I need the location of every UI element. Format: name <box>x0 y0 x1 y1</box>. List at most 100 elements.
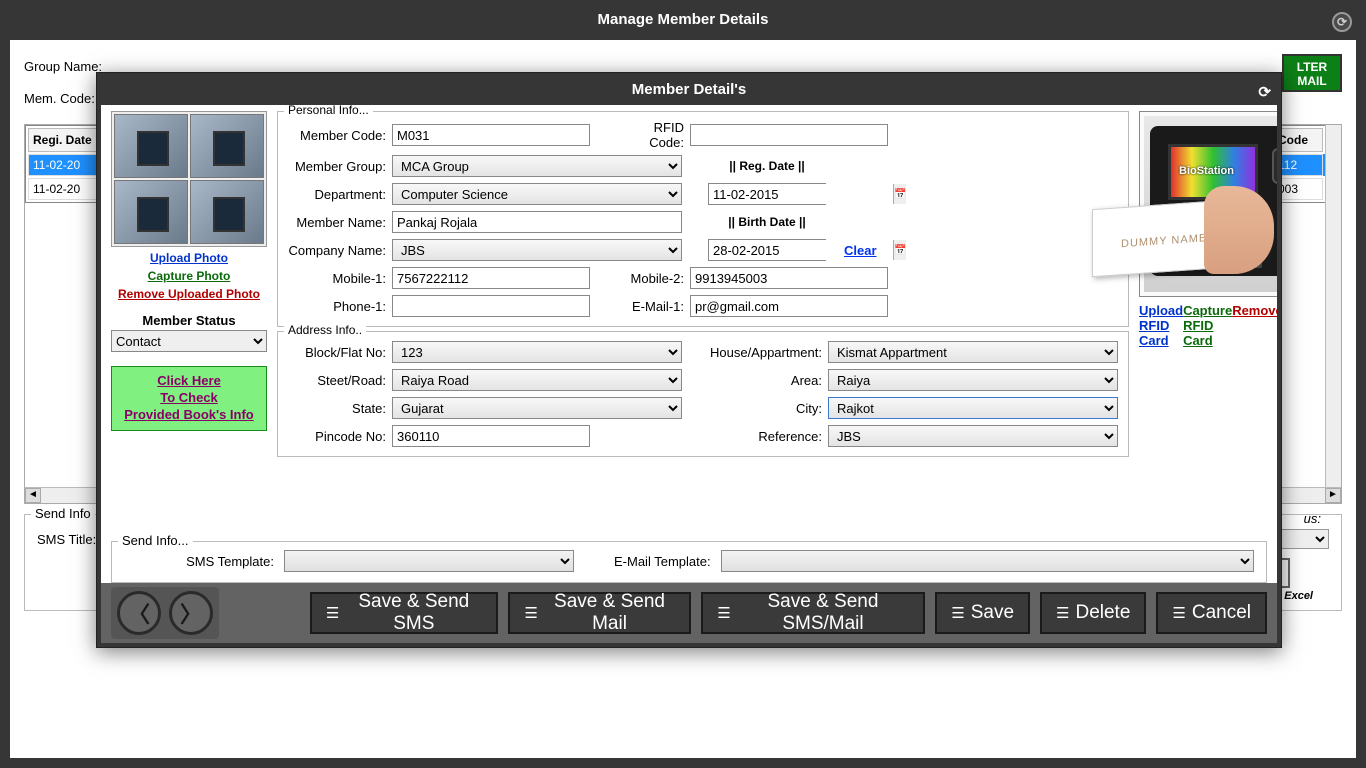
calendar-icon[interactable]: 📅 <box>893 184 906 204</box>
phone1-input[interactable] <box>392 295 590 317</box>
pincode-label: Pincode No: <box>288 429 386 444</box>
rfid-code-label: RFID Code: <box>616 120 684 150</box>
email-template-select[interactable] <box>721 550 1254 572</box>
member-group-select[interactable]: MCA Group <box>392 155 682 177</box>
scroll-right-icon[interactable]: ► <box>1325 488 1341 503</box>
clear-link[interactable]: Clear <box>844 243 877 258</box>
mobile1-input[interactable] <box>392 267 590 289</box>
photo-thumb[interactable] <box>114 180 188 244</box>
reference-select[interactable]: JBS <box>828 425 1118 447</box>
sms-template-label: SMS Template: <box>124 554 274 569</box>
list-icon: ☰ <box>326 604 339 622</box>
photo-thumbnails <box>111 111 267 247</box>
modal-title: Member Detail's <box>632 81 746 98</box>
filter-mail-button[interactable]: LTER MAIL <box>1282 54 1342 92</box>
list-icon: ☰ <box>717 604 730 622</box>
email1-input[interactable] <box>690 295 888 317</box>
list-icon: ☰ <box>1056 604 1069 622</box>
prev-record-button[interactable]: 〈 <box>117 591 161 635</box>
member-name-input[interactable] <box>392 211 682 233</box>
save-send-sms-button[interactable]: ☰Save & Send SMS <box>310 592 499 634</box>
state-label: State: <box>288 401 386 416</box>
member-detail-dialog: Member Detail's ⟳ Upload Photo Captu <box>96 72 1282 648</box>
email-template-label-modal: E-Mail Template: <box>614 554 711 569</box>
main-title-bar: Manage Member Details ⟳ <box>10 10 1356 40</box>
sms-template-select[interactable] <box>284 550 574 572</box>
capture-photo-link[interactable]: Capture Photo <box>148 269 231 283</box>
calendar-icon[interactable]: 📅 <box>893 240 906 260</box>
send-info-fieldset-modal: Send Info... SMS Template: E-Mail Templa… <box>111 541 1267 583</box>
capture-rfid-link[interactable]: Capture RFID Card <box>1183 303 1232 348</box>
mobile1-label: Mobile-1: <box>288 271 386 286</box>
address-info-fieldset: Address Info.. Block/Flat No: 123 Steet/… <box>277 331 1129 457</box>
sms-title-label: SMS Title: <box>37 532 99 547</box>
reg-date-header: || Reg. Date || <box>708 159 826 173</box>
save-send-mail-button[interactable]: ☰Save & Send Mail <box>508 592 691 634</box>
block-select[interactable]: 123 <box>392 341 682 363</box>
birth-date-header: || Birth Date || <box>708 215 826 229</box>
save-send-both-button[interactable]: ☰Save & Send SMS/Mail <box>701 592 925 634</box>
modal-footer: 〈 〉 ☰Save & Send SMS ☰Save & Send Mail ☰… <box>101 583 1277 643</box>
check-books-button[interactable]: Click Here To Check Provided Book's Info <box>111 366 267 431</box>
reference-label: Reference: <box>702 429 822 444</box>
next-record-button[interactable]: 〉 <box>169 591 213 635</box>
photo-panel: Upload Photo Capture Photo Remove Upload… <box>111 111 267 537</box>
modal-title-bar: Member Detail's ⟳ <box>101 77 1277 105</box>
status-label: us: <box>1304 511 1321 526</box>
block-label: Block/Flat No: <box>288 345 386 360</box>
house-label: House/Appartment: <box>702 345 822 360</box>
upload-photo-link[interactable]: Upload Photo <box>150 251 228 265</box>
member-code-input[interactable] <box>392 124 590 146</box>
state-select[interactable]: Gujarat <box>392 397 682 419</box>
rfid-code-input[interactable] <box>690 124 888 146</box>
department-label: Department: <box>288 187 386 202</box>
refresh-icon[interactable]: ⟳ <box>1332 12 1352 32</box>
group-name-label: Group Name: <box>24 59 104 74</box>
area-label: Area: <box>702 373 822 388</box>
street-select[interactable]: Raiya Road <box>392 369 682 391</box>
department-select[interactable]: Computer Science <box>392 183 682 205</box>
remove-rfid-link[interactable]: Remove <box>1232 303 1277 348</box>
email1-label: E-Mail-1: <box>616 299 684 314</box>
mobile2-label: Mobile-2: <box>616 271 684 286</box>
member-code-label: Member Code: <box>288 128 386 143</box>
personal-info-legend: Personal Info... <box>284 105 373 117</box>
house-select[interactable]: Kismat Appartment <box>828 341 1118 363</box>
remove-photo-link[interactable]: Remove Uploaded Photo <box>118 287 260 301</box>
member-name-label: Member Name: <box>288 215 386 230</box>
rfid-panel: Upload RFID Card Capture RFID Card Remov… <box>1139 111 1277 537</box>
delete-button[interactable]: ☰Delete <box>1040 592 1146 634</box>
personal-info-fieldset: Personal Info... Member Code: RFID Code:… <box>277 111 1129 327</box>
photo-thumb[interactable] <box>190 114 264 178</box>
save-button[interactable]: ☰Save <box>935 592 1030 634</box>
company-name-select[interactable]: JBS <box>392 239 682 261</box>
send-info-modal-legend: Send Info... <box>118 533 193 548</box>
area-select[interactable]: Raiya <box>828 369 1118 391</box>
list-icon: ☰ <box>951 604 964 622</box>
list-icon: ☰ <box>1172 604 1185 622</box>
col-regi-date[interactable]: Regi. Date <box>28 128 98 152</box>
city-label: City: <box>702 401 822 416</box>
street-label: Steet/Road: <box>288 373 386 388</box>
pincode-input[interactable] <box>392 425 590 447</box>
phone1-label: Phone-1: <box>288 299 386 314</box>
city-select[interactable]: Rajkot <box>828 397 1118 419</box>
photo-thumb[interactable] <box>190 180 264 244</box>
main-title: Manage Member Details <box>598 11 769 28</box>
mobile2-input[interactable] <box>690 267 888 289</box>
birth-date-input[interactable]: 📅 <box>708 239 826 261</box>
upload-rfid-link[interactable]: Upload RFID Card <box>1139 303 1183 348</box>
member-group-label: Member Group: <box>288 159 386 174</box>
mem-code-label: Mem. Code: <box>24 91 104 106</box>
scroll-left-icon[interactable]: ◄ <box>25 488 41 503</box>
main-window: Manage Member Details ⟳ LTER MAIL Group … <box>0 0 1366 768</box>
reg-date-input[interactable]: 📅 <box>708 183 826 205</box>
company-name-label: Company Name: <box>288 243 386 258</box>
modal-refresh-icon[interactable]: ⟳ <box>1258 80 1271 106</box>
photo-thumb[interactable] <box>114 114 188 178</box>
vertical-scrollbar[interactable] <box>1325 125 1341 487</box>
rfid-image <box>1139 111 1277 297</box>
cancel-button[interactable]: ☰Cancel <box>1156 592 1267 634</box>
address-info-legend: Address Info.. <box>284 323 366 337</box>
member-status-select[interactable]: Contact <box>111 330 267 352</box>
